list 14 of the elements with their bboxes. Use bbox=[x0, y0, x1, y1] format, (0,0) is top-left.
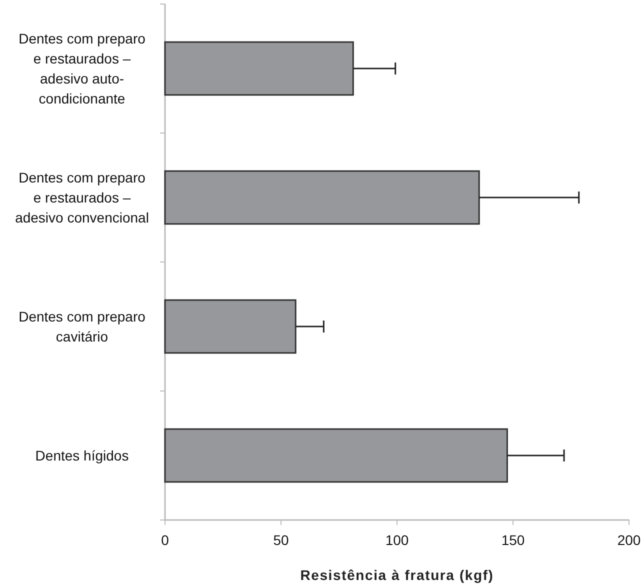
x-tick-label: 150 bbox=[501, 532, 525, 548]
x-tick-label: 100 bbox=[385, 532, 409, 548]
x-axis-title: Resistência à fratura (kgf) bbox=[300, 567, 494, 583]
y-tick-label: Dentes com preparo e restaurados – adesivo auto- condicionante bbox=[18, 30, 146, 106]
y-tick-label: Dentes hígidos bbox=[35, 448, 129, 464]
x-tick-label: 200 bbox=[617, 532, 641, 548]
y-tick-label: Dentes com preparo cavitário bbox=[18, 308, 146, 344]
bar bbox=[164, 41, 354, 96]
bar bbox=[164, 299, 296, 354]
bar bbox=[164, 428, 508, 483]
x-tick-label: 0 bbox=[161, 532, 170, 548]
x-tick-label: 50 bbox=[273, 532, 289, 548]
bar bbox=[164, 170, 480, 225]
y-tick-label: Dentes com preparo e restaurados – adesivo convencional bbox=[15, 170, 149, 226]
